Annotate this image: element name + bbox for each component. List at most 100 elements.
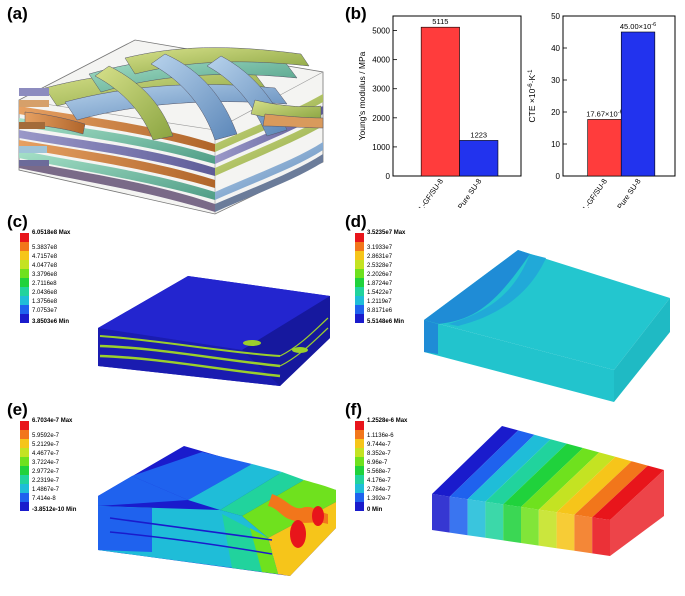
legend-e-swatch <box>20 466 29 475</box>
youngs-modulus-bar-chart: 0 1000 2000 3000 4000 5000 5115 ML-GF/SU-8 1223 P… <box>357 15 522 208</box>
legend-d-value: 1.8724e7 <box>367 281 393 287</box>
cte-bar-chart: 0 10 20 30 40 50 17.67×10-6 ML-GF/SU-8 45.00×10-… <box>527 12 676 208</box>
legend-d-value: 2.2026e7 <box>367 272 393 278</box>
legend-c-value: 6.0518e8 Max <box>32 230 71 236</box>
legend-f-swatch <box>355 457 364 466</box>
legend-d-value: 1.5422e7 <box>367 290 393 296</box>
modulus-ytick-label: 3000 <box>372 85 390 94</box>
legend-e-value: 2.9772e-7 <box>32 469 60 475</box>
gradient-front-band <box>556 512 575 551</box>
panel-label-b: (b) <box>345 4 367 23</box>
legend-c-value: 3.8503e6 Min <box>32 319 70 325</box>
legend-c-swatch <box>20 278 29 287</box>
legend-f-value: 1.1136e-6 <box>367 433 394 439</box>
legend-e-value: 5.2129e-7 <box>32 442 60 448</box>
legend-d-swatch <box>355 242 364 251</box>
modulus-ytick-label: 4000 <box>372 56 390 65</box>
legend-f-value: 8.352e-7 <box>367 451 391 457</box>
modulus-ytick-label: 5000 <box>372 27 390 36</box>
legend-c-value: 1.3756e8 <box>32 299 58 305</box>
panel-label-e: (e) <box>7 400 28 419</box>
cte-bar-1 <box>620 31 656 177</box>
legend-f-swatch <box>355 448 364 457</box>
cte-category-label-1: Pure SU-8 <box>615 177 642 208</box>
gradient-top-band <box>592 465 664 520</box>
legend-e-value: 5.9592e-7 <box>32 433 60 439</box>
legend-d-swatch <box>355 278 364 287</box>
legend-e-swatch <box>20 475 29 484</box>
gradient-front-band <box>449 496 468 536</box>
stress-contour-block-c <box>98 276 330 386</box>
legend-e-swatch <box>20 457 29 466</box>
legend-d-value: 3.1933e7 <box>367 245 393 251</box>
gradient-front-band <box>467 499 486 538</box>
panel-label-d: (d) <box>345 212 367 231</box>
cte-ytick-label: 40 <box>551 44 560 53</box>
cte-category-label-0: ML-GF/SU-8 <box>577 177 609 208</box>
gradient-top-band <box>432 426 519 497</box>
legend-e-value: 6.7034e-7 Max <box>32 418 73 424</box>
legend-d-swatch <box>355 269 364 278</box>
legend-d-value: 5.5148e6 Min <box>367 319 405 325</box>
panel-label-f: (f) <box>345 400 362 419</box>
legend-d-value: 3.5235e7 Max <box>367 230 406 236</box>
legend-e-swatch <box>20 448 29 457</box>
gradient-front-band <box>432 494 450 533</box>
woven-composite-illustration <box>18 39 324 215</box>
legend-c-value: 3.3796e8 <box>32 272 58 278</box>
legend-d-swatch <box>355 233 364 242</box>
gradient-top-band <box>521 448 600 510</box>
legend-d-value: 1.2119e7 <box>367 299 392 305</box>
legend-d-swatch <box>355 251 364 260</box>
legend-d-swatch <box>355 260 364 269</box>
legend-f-value: 9.744e-7 <box>367 442 391 448</box>
legend-e-swatch <box>20 421 29 430</box>
cte-ytick-label: 0 <box>556 172 561 181</box>
legend-f-value: 6.96e-7 <box>367 460 388 466</box>
modulus-ylabel: Young's modulus / MPa <box>357 51 367 140</box>
legend-f-swatch <box>355 430 364 439</box>
cte-bar-0 <box>587 119 622 177</box>
cte-ylabel: CTE ×10-6·K-1 <box>527 69 537 123</box>
panel-label-a: (a) <box>7 4 28 23</box>
gradient-front-band <box>503 504 521 543</box>
legend-e-swatch <box>20 430 29 439</box>
legend-d-value: 8.8171e6 <box>367 308 393 314</box>
legend-f-value: 0 Min <box>367 507 383 513</box>
modulus-bar-0 <box>420 26 460 177</box>
gradient-top-band <box>467 434 551 502</box>
legend-e-value: 3.7224e-7 <box>32 460 60 466</box>
legend-c-value: 4.0477e8 <box>32 263 58 269</box>
legend-c-swatch <box>20 305 29 314</box>
legend-c-value: 4.7157e8 <box>32 254 58 260</box>
cte-data-label-1: 45.00×10-6 <box>620 22 656 31</box>
gradient-front-band <box>485 501 504 541</box>
gradient-front-band <box>592 517 610 556</box>
legend-e-swatch <box>20 502 29 511</box>
legend-e-swatch <box>20 484 29 493</box>
legend-f-value: 2.784e-7 <box>367 487 391 493</box>
legend-f-swatch <box>355 484 364 493</box>
gradient-side-face <box>610 470 664 556</box>
gradient-top-band <box>449 430 535 500</box>
legend-f-swatch <box>355 493 364 502</box>
legend-c-value: 2.7116e8 <box>32 281 57 287</box>
legend-e-value: 4.4677e-7 <box>32 451 60 457</box>
legend-e-swatch <box>20 493 29 502</box>
modulus-data-label-0: 5115 <box>432 17 448 26</box>
gradient-top-band <box>556 456 632 515</box>
legend-c-swatch <box>20 287 29 296</box>
modulus-bar-1 <box>459 140 499 177</box>
legend-c-value: 2.0436e8 <box>32 290 58 296</box>
gradient-front-band <box>538 509 557 549</box>
legend-d-value: 2.8631e7 <box>367 254 393 260</box>
gradient-front-band <box>574 514 593 554</box>
gradient-front-band <box>521 507 539 546</box>
displacement-contour-block-f <box>432 426 664 556</box>
legend-e-value: -3.8512e-10 Min <box>32 507 77 513</box>
modulus-ytick-label: 2000 <box>372 114 390 123</box>
legend-f-value: 5.568e-7 <box>367 469 391 475</box>
legend-f-swatch <box>355 466 364 475</box>
legend-f-swatch <box>355 502 364 511</box>
gradient-top-band <box>538 452 616 513</box>
